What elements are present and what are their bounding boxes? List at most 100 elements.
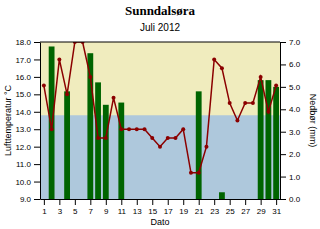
background-band bbox=[40, 42, 280, 199]
tick-label: 0.0 bbox=[289, 195, 301, 204]
tick-mark bbox=[280, 132, 286, 133]
tick-label: 21 bbox=[195, 207, 204, 216]
tick-mark bbox=[34, 199, 40, 200]
marker bbox=[197, 171, 201, 175]
tick-mark bbox=[137, 199, 138, 205]
bar bbox=[95, 82, 101, 199]
tick-mark bbox=[121, 199, 122, 205]
tick: 23 bbox=[210, 199, 219, 216]
marker bbox=[65, 92, 69, 96]
tick: 18.0 bbox=[15, 38, 40, 47]
tick-label: 7 bbox=[89, 207, 94, 216]
marks bbox=[40, 42, 280, 199]
bar bbox=[235, 199, 241, 200]
tick: 17.0 bbox=[15, 56, 40, 65]
tick: 3 bbox=[58, 199, 63, 216]
marker bbox=[228, 101, 232, 105]
tick: 9.0 bbox=[20, 195, 40, 204]
tick: 6.0 bbox=[280, 60, 301, 69]
tick-mark bbox=[34, 42, 40, 43]
marker bbox=[150, 136, 154, 140]
marker bbox=[274, 84, 278, 88]
bar bbox=[149, 199, 155, 200]
tick-label: 13 bbox=[133, 207, 142, 216]
tick-mark bbox=[59, 199, 60, 205]
tick-mark bbox=[183, 199, 184, 205]
tick-mark bbox=[34, 94, 40, 95]
tick: 15 bbox=[148, 199, 157, 216]
tick-label: 4.0 bbox=[289, 105, 301, 114]
tick-label: 12.0 bbox=[15, 143, 31, 152]
tick: 4.0 bbox=[280, 105, 301, 114]
marker bbox=[57, 57, 61, 61]
tick-label: 17.0 bbox=[15, 56, 31, 65]
plot-frame bbox=[40, 42, 280, 43]
bar bbox=[157, 199, 163, 200]
tick-label: 18.0 bbox=[15, 38, 31, 47]
tick-mark bbox=[34, 147, 40, 148]
tick-mark bbox=[280, 42, 286, 43]
tick-label: 5 bbox=[73, 207, 78, 216]
marker bbox=[158, 145, 162, 149]
tick-mark bbox=[280, 154, 286, 155]
bar bbox=[265, 80, 271, 199]
marker bbox=[220, 66, 224, 70]
background-band bbox=[40, 115, 280, 199]
bar bbox=[103, 105, 109, 199]
tick-label: 10.0 bbox=[15, 178, 31, 187]
tick-label: 11.0 bbox=[16, 160, 32, 169]
marker bbox=[266, 110, 270, 114]
tick-label: 14.0 bbox=[15, 108, 31, 117]
line-markers bbox=[42, 42, 278, 175]
bar bbox=[250, 199, 256, 200]
bar bbox=[80, 199, 86, 200]
tick: 9 bbox=[104, 199, 109, 216]
marker bbox=[166, 136, 170, 140]
tick-label: 19 bbox=[179, 207, 188, 216]
bar bbox=[64, 91, 70, 199]
marker bbox=[96, 136, 100, 140]
tick: 15.0 bbox=[15, 90, 40, 99]
marker bbox=[104, 136, 108, 140]
tick-mark bbox=[34, 164, 40, 165]
tick-mark bbox=[168, 199, 169, 205]
bar bbox=[219, 192, 225, 199]
marker bbox=[50, 127, 54, 131]
bar bbox=[56, 199, 62, 200]
bar bbox=[173, 199, 179, 200]
marker bbox=[88, 75, 92, 79]
tick: 31 bbox=[272, 199, 281, 216]
bar-series bbox=[49, 46, 279, 199]
tick-mark bbox=[245, 199, 246, 205]
subtitle: Juli 2012 bbox=[140, 22, 180, 33]
bar bbox=[196, 91, 202, 199]
bar bbox=[227, 199, 233, 200]
marker bbox=[119, 127, 123, 131]
tick-mark bbox=[75, 199, 76, 205]
marker bbox=[243, 101, 247, 105]
tick-mark bbox=[280, 109, 286, 110]
bar bbox=[165, 199, 171, 200]
axis-line bbox=[41, 199, 281, 200]
line bbox=[44, 42, 276, 173]
tick-mark bbox=[276, 199, 277, 205]
bar bbox=[258, 80, 264, 199]
bar bbox=[41, 199, 47, 200]
tick: 11.0 bbox=[16, 160, 40, 169]
marker bbox=[212, 57, 216, 61]
tick: 0.0 bbox=[280, 195, 301, 204]
tick-mark bbox=[280, 199, 286, 200]
bar bbox=[211, 199, 217, 200]
marker bbox=[127, 127, 131, 131]
bar bbox=[188, 199, 194, 200]
chart-svg: 1357911131517192123252729319.010.011.012… bbox=[0, 0, 320, 229]
tick: 27 bbox=[241, 199, 250, 216]
tick: 7.0 bbox=[280, 38, 301, 47]
x-axis-title: Dato bbox=[150, 217, 169, 227]
tick-mark bbox=[34, 59, 40, 60]
tick-mark bbox=[34, 129, 40, 130]
marker bbox=[112, 96, 116, 100]
tick-label: 3.0 bbox=[289, 128, 301, 137]
axis-line bbox=[40, 43, 41, 200]
tick-label: 23 bbox=[210, 207, 219, 216]
